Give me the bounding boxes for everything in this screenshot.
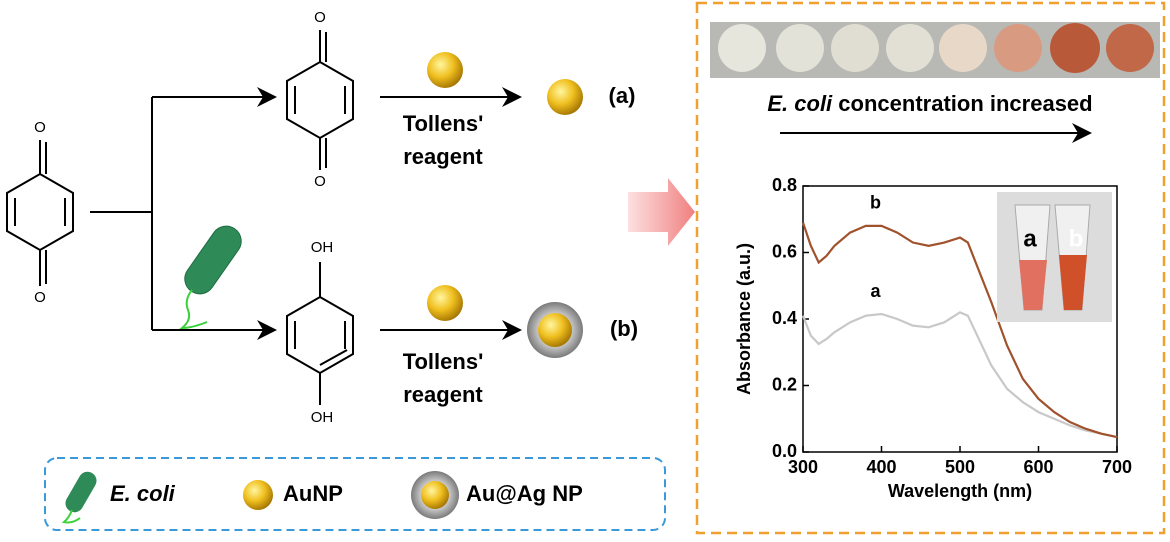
product-label: (a) (609, 83, 636, 108)
series-label: b (870, 193, 881, 213)
y-tick-label: 0.0 (772, 441, 797, 461)
panel-box (695, 1, 1166, 535)
scheme (6, 30, 522, 405)
x-tick-label: 500 (945, 457, 975, 477)
chart: 300 400 500 600 700 0.0 0.2 0.4 0.6 0.8 Wavelength… (734, 175, 1132, 501)
inset-photo: a b (997, 192, 1112, 322)
bacterium (179, 225, 242, 330)
legend-label: AuNP (283, 481, 343, 506)
series-label: a (870, 281, 881, 301)
aunp (547, 79, 583, 115)
inset-label: a (1023, 225, 1037, 252)
reagent: reagent (403, 382, 483, 407)
caption: E. coli concentration increased (767, 91, 1092, 116)
x-axis-label: Wavelength (nm) (888, 481, 1032, 501)
x-tick-label: 600 (1023, 457, 1053, 477)
atom: O (34, 119, 46, 136)
atom: OH (311, 239, 334, 256)
ring (6, 172, 74, 252)
y-tick-label: 0.4 (772, 308, 797, 328)
ring (286, 60, 354, 140)
product-label: (b) (610, 316, 638, 341)
y-axis-label: Absorbance (a.u.) (734, 243, 754, 395)
au-ag-core (538, 313, 572, 347)
atom: OH (311, 409, 334, 426)
atoms: O O O O OH OH (34, 9, 333, 426)
reagent: Tollens' (403, 111, 484, 136)
atom: O (34, 289, 46, 306)
x-tick-label: 300 (788, 457, 818, 477)
aunp (427, 285, 463, 321)
y-tick-label: 0.8 (772, 175, 797, 195)
legend: E. coli AuNP Au@Ag NP (110, 481, 583, 506)
legend-box (44, 457, 666, 531)
x-tick-label: 400 (866, 457, 896, 477)
line (801, 311, 1118, 439)
legend-label: Au@Ag NP (466, 481, 583, 506)
ring (286, 295, 354, 375)
line (801, 222, 1118, 439)
legend-label: E. coli (110, 481, 176, 506)
y-tick-label: 0.2 (772, 374, 797, 394)
y-tick-label: 0.6 (772, 241, 797, 261)
inset-label: b (1069, 225, 1084, 252)
reaction-labels: Tollens' reagent Tollens' reagent (a) (b… (403, 83, 638, 407)
vials-photo (710, 22, 1160, 78)
atom: O (314, 9, 326, 26)
aunp (427, 52, 463, 88)
caption-italic: E. coli (767, 91, 833, 116)
caption-rest: concentration increased (838, 91, 1092, 116)
reagent: reagent (403, 144, 483, 169)
legend-icons (61, 471, 459, 524)
atom: O (314, 173, 326, 190)
reagent: Tollens' (403, 349, 484, 374)
arrow (628, 178, 695, 246)
x-tick-label: 700 (1102, 457, 1132, 477)
